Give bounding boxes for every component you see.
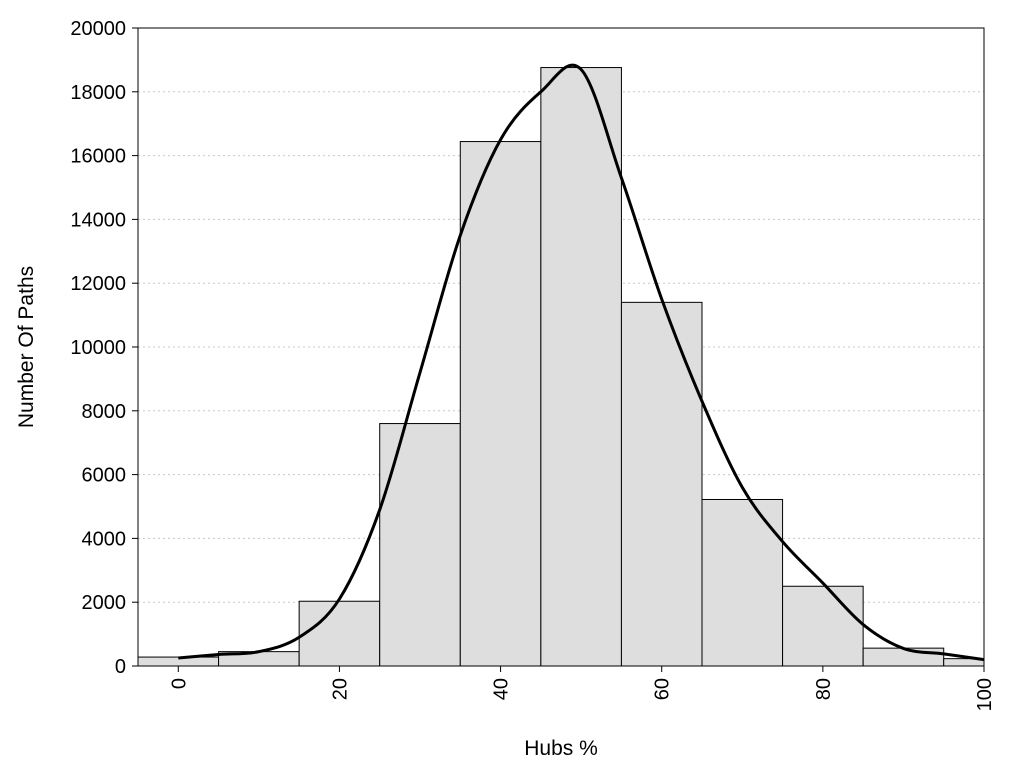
histogram-bar	[379, 423, 461, 667]
x-tick-label: 80	[813, 678, 835, 700]
y-tick-label: 10000	[70, 337, 126, 359]
histogram-bar	[782, 585, 864, 667]
histogram-bar	[459, 141, 542, 667]
y-tick-label: 6000	[82, 465, 127, 487]
y-tick-label: 2000	[82, 592, 127, 614]
histogram-bar	[298, 600, 381, 667]
density-curve	[178, 63, 985, 662]
x-tick-label: 20	[329, 678, 351, 700]
y-tick-label: 16000	[70, 146, 126, 168]
y-tick-label: 18000	[70, 82, 126, 104]
histogram-bar	[701, 498, 784, 667]
histogram-bar	[540, 67, 622, 667]
y-tick-label: 20000	[70, 18, 126, 40]
x-axis-ticks: 0 20 40 60 80 100	[168, 666, 996, 711]
y-axis-ticks: 0 2000 4000 6000 8000 10000 12000 14000 16000 180…	[70, 18, 138, 678]
y-tick-label: 4000	[82, 528, 127, 550]
y-axis-title: Number Of Paths	[15, 266, 38, 428]
histogram-bar	[620, 301, 703, 667]
y-tick-label: 8000	[82, 401, 127, 423]
x-tick-label: 60	[652, 678, 674, 700]
y-tick-label: 0	[115, 656, 126, 678]
histogram-bar	[862, 647, 945, 667]
x-tick-label: 40	[491, 678, 513, 700]
x-tick-label: 100	[974, 678, 996, 711]
grid-lines	[138, 91, 984, 603]
histogram-bar	[137, 656, 220, 667]
y-tick-label: 14000	[70, 209, 126, 231]
x-tick-label: 0	[168, 678, 190, 689]
histogram-bars	[137, 67, 985, 667]
y-tick-label: 12000	[70, 273, 126, 295]
x-axis-title: Hubs %	[524, 737, 598, 760]
